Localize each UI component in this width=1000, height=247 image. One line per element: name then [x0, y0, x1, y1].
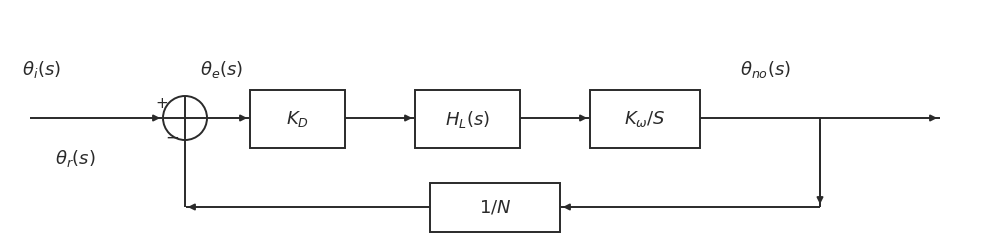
Text: $-$: $-$ [165, 128, 179, 145]
Bar [590, 90, 700, 148]
Text: $1/ N$: $1/ N$ [479, 199, 511, 217]
Text: $\theta_i(s)$: $\theta_i(s)$ [22, 59, 61, 80]
Text: $\theta_{no}(s)$: $\theta_{no}(s)$ [740, 59, 791, 80]
Text: $K_{\omega}/S$: $K_{\omega}/S$ [624, 109, 666, 129]
Text: $\theta_e(s)$: $\theta_e(s)$ [200, 59, 243, 80]
Bar [430, 183, 560, 232]
Bar [415, 90, 520, 148]
Text: $+$: $+$ [155, 97, 169, 111]
Text: $H_L(s)$: $H_L(s)$ [445, 108, 490, 129]
Ellipse shape [163, 96, 207, 140]
Text: $\theta_r(s)$: $\theta_r(s)$ [55, 148, 96, 169]
Text: $K_D$: $K_D$ [286, 109, 309, 129]
Bar [250, 90, 345, 148]
